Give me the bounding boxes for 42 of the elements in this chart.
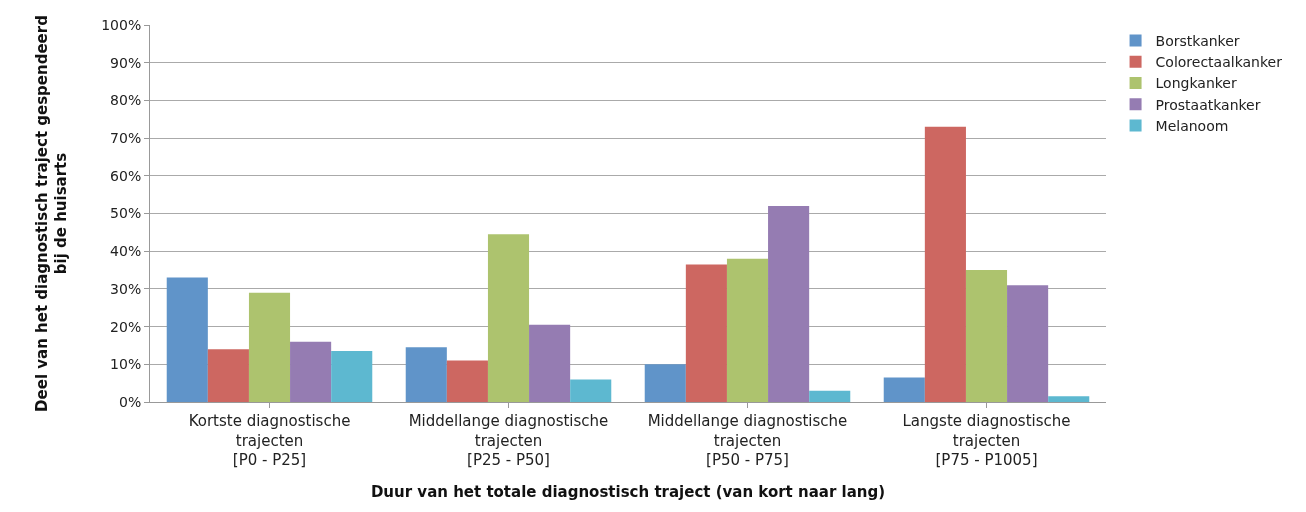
bar [1048, 396, 1090, 402]
legend-label: Prostaatkanker [1155, 96, 1261, 113]
y-tick-label: 90% [110, 54, 142, 71]
bar [248, 292, 291, 402]
y-tick-label: 0% [118, 393, 142, 410]
bar [883, 377, 925, 402]
y-tick-label: 80% [110, 92, 142, 109]
bar [1007, 285, 1049, 402]
bar [207, 349, 249, 402]
y-axis-title: Deel van het diagnostisch traject gespendeerd bij de huisarts [32, 15, 71, 412]
bar [166, 277, 208, 402]
bar [331, 351, 373, 402]
y-tick-label: 100% [101, 16, 142, 33]
y-tick-label: 30% [110, 280, 142, 297]
x-tick-label: Kortste diagnostische trajecten [P0 - P25] [188, 412, 351, 469]
y-tick-label: 40% [110, 243, 142, 260]
legend-label: Borstkanker [1155, 33, 1240, 50]
bar [809, 390, 851, 402]
legend-label: Melanoom [1155, 117, 1229, 134]
y-tick-label: 10% [110, 356, 142, 373]
legend-label: Longkanker [1155, 75, 1237, 92]
x-tick-label: Middellange diagnostische trajecten [P50 - P75] [647, 412, 848, 469]
bar [768, 205, 810, 402]
bar [570, 379, 612, 402]
bar [965, 270, 1008, 402]
bar [446, 360, 488, 402]
bar [924, 126, 966, 402]
bar [685, 264, 727, 402]
x-tick-label: Langste diagnostische trajecten [P75 - P1005] [902, 412, 1071, 469]
bar [644, 364, 686, 402]
bar [529, 324, 571, 402]
y-tick-label: 70% [110, 130, 142, 146]
bar [405, 347, 447, 402]
y-tick-label: 60% [110, 167, 142, 184]
y-tick-label: 20% [110, 318, 142, 335]
x-axis-title: Duur van het totale diagnostisch traject (van kort naar lang) [370, 483, 886, 501]
x-tick-label: Middellange diagnostische trajecten [P25 - P50] [408, 412, 609, 469]
bar [487, 234, 530, 402]
y-tick-label: 50% [110, 205, 142, 222]
bar [290, 341, 332, 402]
legend-label: Colorectaalkanker [1155, 54, 1283, 71]
bar [726, 258, 769, 402]
